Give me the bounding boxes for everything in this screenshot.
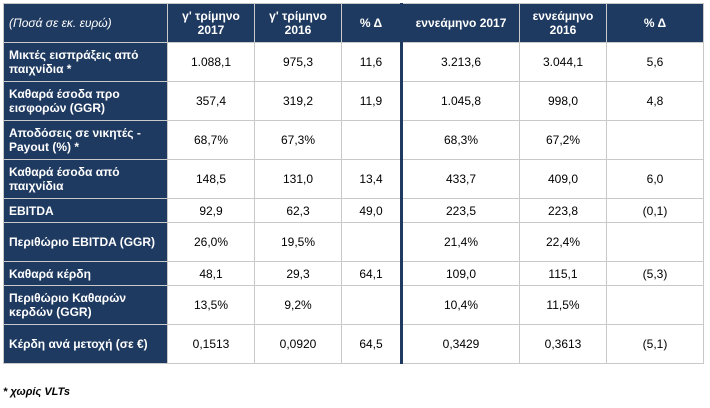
cell-q3-2016: 9,2% xyxy=(254,285,342,325)
cell-9m-2017: 10,4% xyxy=(400,285,520,325)
cell-9m-2017: 3.213,6 xyxy=(400,42,520,82)
header-amounts-label: (Ποσά σε εκ. ευρώ) xyxy=(3,3,168,43)
cell-q3-2016: 0,0920 xyxy=(254,324,342,364)
header-9m-2016: εννεάμηνο 2016 xyxy=(519,3,607,43)
cell-9m-change: 4,8 xyxy=(606,81,704,121)
row-label: Μικτές εισπράξεις από παιχνίδια * xyxy=(3,42,168,82)
table-row-net-profit-margin: Περιθώριο Καθαρών κερδών (GGR) 13,5% 9,2… xyxy=(3,285,704,325)
header-9m-change: % Δ xyxy=(606,3,704,43)
cell-q3-change xyxy=(341,285,402,325)
cell-q3-2017: 13,5% xyxy=(167,285,255,325)
cell-q3-2017: 68,7% xyxy=(167,120,255,160)
cell-q3-2016: 67,3% xyxy=(254,120,342,160)
row-label: EBITDA xyxy=(3,198,168,223)
cell-9m-2017: 1.045,8 xyxy=(400,81,520,121)
cell-q3-change: 13,4 xyxy=(341,159,402,199)
table-row-net-profit: Καθαρά κέρδη 48,1 29,3 64,1 109,0 115,1 … xyxy=(3,261,704,286)
cell-9m-2016: 998,0 xyxy=(519,81,607,121)
cell-q3-2017: 357,4 xyxy=(167,81,255,121)
cell-q3-2016: 29,3 xyxy=(254,261,342,286)
cell-9m-2017: 223,5 xyxy=(400,198,520,223)
cell-9m-2016: 22,4% xyxy=(519,222,607,262)
cell-q3-2017: 1.088,1 xyxy=(167,42,255,82)
cell-9m-change: (0,1) xyxy=(606,198,704,223)
cell-q3-2016: 975,3 xyxy=(254,42,342,82)
financial-results-table-wrapper: (Ποσά σε εκ. ευρώ) γ' τρίμηνο 2017 γ' τρ… xyxy=(3,3,704,364)
cell-q3-2016: 19,5% xyxy=(254,222,342,262)
cell-9m-2016: 409,0 xyxy=(519,159,607,199)
cell-9m-change: (5,1) xyxy=(606,324,704,364)
cell-q3-change: 64,1 xyxy=(341,261,402,286)
table-row-payout: Αποδόσεις σε νικητές - Payout (%) * 68,7… xyxy=(3,120,704,160)
table-row-net-gaming-revenue: Καθαρά έσοδα από παιχνίδια 148,5 131,0 1… xyxy=(3,159,704,199)
header-9m-2017: εννεάμηνο 2017 xyxy=(400,3,520,43)
cell-9m-2016: 115,1 xyxy=(519,261,607,286)
cell-q3-2016: 319,2 xyxy=(254,81,342,121)
row-label: Αποδόσεις σε νικητές - Payout (%) * xyxy=(3,120,168,160)
row-label: Περιθώριο EBITDA (GGR) xyxy=(3,222,168,262)
cell-9m-change: 5,6 xyxy=(606,42,704,82)
row-label: Καθαρά κέρδη xyxy=(3,261,168,286)
cell-9m-2016: 11,5% xyxy=(519,285,607,325)
table-row-ggr: Καθαρά έσοδα προ εισφορών (GGR) 357,4 31… xyxy=(3,81,704,121)
cell-9m-change: 6,0 xyxy=(606,159,704,199)
cell-9m-change xyxy=(606,222,704,262)
row-label: Περιθώριο Καθαρών κερδών (GGR) xyxy=(3,285,168,325)
cell-q3-change: 49,0 xyxy=(341,198,402,223)
cell-9m-2017: 21,4% xyxy=(400,222,520,262)
table-row-gross-gaming-receipts: Μικτές εισπράξεις από παιχνίδια * 1.088,… xyxy=(3,42,704,82)
cell-9m-change: (5,3) xyxy=(606,261,704,286)
row-label: Καθαρά έσοδα από παιχνίδια xyxy=(3,159,168,199)
cell-9m-2016: 67,2% xyxy=(519,120,607,160)
cell-9m-change xyxy=(606,285,704,325)
cell-q3-2017: 148,5 xyxy=(167,159,255,199)
cell-9m-change xyxy=(606,120,704,160)
table-row-ebitda: EBITDA 92,9 62,3 49,0 223,5 223,8 (0,1) xyxy=(3,198,704,223)
table-header-row: (Ποσά σε εκ. ευρώ) γ' τρίμηνο 2017 γ' τρ… xyxy=(3,3,704,43)
cell-9m-2016: 0,3613 xyxy=(519,324,607,364)
cell-q3-2017: 26,0% xyxy=(167,222,255,262)
header-q3-2017: γ' τρίμηνο 2017 xyxy=(167,3,255,43)
cell-9m-2017: 0,3429 xyxy=(400,324,520,364)
table-row-eps: Κέρδη ανά μετοχή (σε €) 0,1513 0,0920 64… xyxy=(3,324,704,364)
cell-q3-change xyxy=(341,120,402,160)
row-label: Καθαρά έσοδα προ εισφορών (GGR) xyxy=(3,81,168,121)
cell-q3-2017: 0,1513 xyxy=(167,324,255,364)
table-row-ebitda-margin: Περιθώριο EBITDA (GGR) 26,0% 19,5% 21,4%… xyxy=(3,222,704,262)
cell-9m-2016: 3.044,1 xyxy=(519,42,607,82)
cell-9m-2017: 109,0 xyxy=(400,261,520,286)
footnote: * χωρίς VLTs xyxy=(3,386,71,398)
cell-q3-change: 11,9 xyxy=(341,81,402,121)
header-q3-change: % Δ xyxy=(341,3,402,43)
cell-q3-2017: 92,9 xyxy=(167,198,255,223)
cell-q3-change xyxy=(341,222,402,262)
cell-9m-2017: 68,3% xyxy=(400,120,520,160)
cell-q3-2017: 48,1 xyxy=(167,261,255,286)
cell-9m-2016: 223,8 xyxy=(519,198,607,223)
cell-q3-change: 11,6 xyxy=(341,42,402,82)
row-label: Κέρδη ανά μετοχή (σε €) xyxy=(3,324,168,364)
cell-q3-2016: 131,0 xyxy=(254,159,342,199)
cell-q3-change: 64,5 xyxy=(341,324,402,364)
cell-9m-2017: 433,7 xyxy=(400,159,520,199)
header-q3-2016: γ' τρίμηνο 2016 xyxy=(254,3,342,43)
cell-q3-2016: 62,3 xyxy=(254,198,342,223)
financial-results-table: (Ποσά σε εκ. ευρώ) γ' τρίμηνο 2017 γ' τρ… xyxy=(3,3,704,364)
